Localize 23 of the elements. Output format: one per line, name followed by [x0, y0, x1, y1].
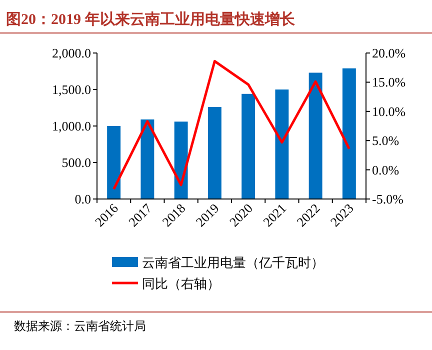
bar: [275, 90, 289, 199]
y2-tick-label: 0.0%: [372, 162, 400, 178]
bar: [107, 126, 121, 199]
y2-tick-label: 10.0%: [372, 104, 406, 119]
bar: [342, 68, 356, 199]
y-tick-label: 500.0: [62, 155, 91, 170]
y-tick-label: 0.0: [74, 192, 91, 206]
legend-label: 同比（右轴）: [142, 276, 220, 291]
y-tick-label: 1,000.0: [52, 118, 91, 134]
y2-tick-label: -5.0%: [372, 192, 404, 206]
bar: [174, 122, 188, 199]
bar: [208, 107, 222, 199]
y-tick-label: 2,000.0: [52, 46, 91, 60]
y2-tick-label: 15.0%: [372, 74, 406, 90]
title: 图20：2019 年以来云南工业用电量快速增长: [6, 12, 295, 28]
bar: [242, 94, 256, 199]
y2-tick-label: 20.0%: [372, 46, 406, 60]
bar: [140, 119, 154, 199]
source-note: 数据来源：云南省统计局: [14, 319, 146, 333]
bar: [308, 72, 322, 199]
y2-tick-label: 5.0%: [372, 133, 400, 148]
y-tick-label: 1,500.0: [52, 82, 91, 97]
legend-label: 云南省工业用电量（亿千瓦时）: [142, 255, 324, 270]
